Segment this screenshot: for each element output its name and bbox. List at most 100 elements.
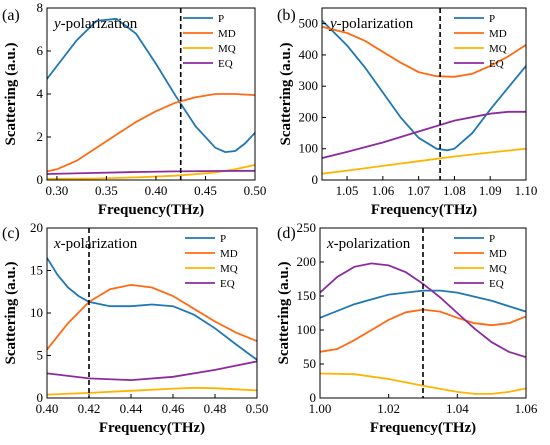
legend-label: P: [218, 13, 224, 25]
legend-label: MD: [218, 28, 236, 40]
panel-c: 0.40 0.42 0.44 0.46 0.48 0.50 0 5 10 15 20 Frequenc…: [2, 220, 268, 436]
legend-label: EQ: [218, 58, 233, 70]
polarization-annotation: x-polarization: [326, 236, 411, 252]
y-tick-label: 2: [37, 129, 44, 144]
legend-label: MD: [489, 28, 507, 40]
y-tick-label: 10: [30, 305, 43, 320]
x-tick-label: 1.00: [309, 401, 332, 416]
series-line-p: [322, 19, 526, 152]
x-tick-label: 1.02: [377, 401, 400, 416]
series-line-md: [322, 25, 526, 78]
series-line-mq: [47, 164, 255, 180]
polarization-annotation: x-polarization: [53, 236, 138, 252]
y-tick-label: 0: [312, 172, 319, 187]
x-tick-label: 0.35: [95, 183, 118, 198]
x-axis-label: Frequency(THz): [371, 202, 477, 218]
y-tick-label: 0: [37, 172, 44, 187]
series-line-eq: [47, 360, 257, 382]
x-tick-label: 0.50: [246, 401, 269, 416]
panel-label: (d): [277, 225, 296, 242]
legend-label: P: [489, 233, 495, 245]
x-tick-label: 1.06: [371, 183, 394, 198]
x-tick-label: 1.09: [479, 183, 502, 198]
panel-d: 1.00 1.02 1.04 1.06 0 50 100 150 200 250 Frequency…: [276, 220, 538, 436]
legend: P MD MQ EQ: [183, 13, 236, 70]
x-axis-label: Frequency(THz): [98, 202, 204, 218]
y-tick-label: 6: [37, 43, 44, 58]
y-tick-label: 500: [299, 16, 319, 31]
series-line-md: [320, 308, 526, 353]
series-line-md: [47, 93, 255, 173]
y-tick-label: 200: [299, 109, 319, 124]
series-line-md: [47, 283, 257, 351]
x-axis-label: Frequency(THz): [370, 420, 476, 436]
legend-label: MQ: [218, 43, 236, 55]
x-tick-label: 0.50: [244, 183, 267, 198]
panel-label: (c): [2, 225, 20, 242]
y-tick-label: 100: [297, 322, 317, 337]
y-tick-label: 200: [297, 254, 317, 269]
legend-label: MQ: [220, 263, 238, 275]
series-line-mq: [47, 386, 257, 396]
polarization-annotation: y-polarization: [328, 16, 414, 32]
x-axis-label: Frequency(THz): [99, 420, 205, 436]
y-axis-label: Scattering (a.u.): [3, 262, 19, 365]
plot-frame: [321, 7, 527, 181]
x-tick-label: 0.45: [194, 183, 217, 198]
y-tick-label: 4: [37, 86, 44, 101]
plot-frame: [319, 227, 527, 399]
y-tick-label: 150: [297, 288, 317, 303]
x-tick-label: 0.40: [145, 183, 168, 198]
x-tick-label: 0.44: [120, 401, 143, 416]
panel-a: 0.30 0.35 0.40 0.45 0.50 0 2 4 6 8 Frequency(THz) S…: [2, 0, 266, 218]
x-tick-label: 1.04: [446, 401, 469, 416]
series-line-p: [47, 17, 255, 154]
x-tick-label: 1.10: [515, 183, 538, 198]
y-tick-label: 20: [30, 220, 43, 235]
y-tick-label: 250: [297, 220, 317, 235]
y-tick-label: 5: [37, 348, 44, 363]
y-axis-label: Scattering (a.u.): [3, 43, 19, 146]
x-tick-label: 0.30: [46, 183, 69, 198]
y-tick-label: 0: [310, 390, 317, 405]
panel-label: (a): [2, 7, 20, 24]
x-tick-label: 0.46: [162, 401, 185, 416]
legend-label: P: [489, 13, 495, 25]
legend: P MD MQ EQ: [454, 233, 507, 290]
series-line-mq: [320, 372, 526, 395]
legend-label: EQ: [489, 278, 504, 290]
legend: P MD MQ EQ: [185, 233, 238, 290]
legend: P MD MQ EQ: [454, 13, 507, 70]
legend-label: MD: [489, 248, 507, 260]
x-tick-label: 0.42: [78, 401, 101, 416]
y-tick-label: 8: [37, 0, 44, 15]
y-tick-label: 15: [30, 263, 43, 278]
y-axis-label: Scattering (a.u.): [278, 43, 294, 146]
series-line-eq: [320, 262, 526, 359]
legend-label: EQ: [489, 58, 504, 70]
y-tick-label: 50: [303, 356, 316, 371]
legend-label: P: [220, 233, 226, 245]
x-tick-label: 0.40: [36, 401, 59, 416]
series-line-p: [47, 257, 257, 361]
panel-label: (b): [277, 7, 296, 24]
y-tick-label: 400: [299, 47, 319, 62]
y-tick-label: 0: [37, 390, 44, 405]
x-tick-label: 1.06: [515, 401, 538, 416]
y-axis-label: Scattering (a.u.): [276, 262, 292, 365]
x-tick-label: 1.07: [407, 183, 430, 198]
series-line-mq: [322, 147, 526, 175]
legend-label: MD: [220, 248, 238, 260]
y-tick-label: 300: [299, 78, 319, 93]
legend-label: EQ: [220, 278, 235, 290]
y-tick-label: 100: [299, 141, 319, 156]
polarization-annotation: y-polarization: [52, 16, 138, 32]
series-line-eq: [47, 169, 255, 175]
legend-label: MQ: [489, 43, 507, 55]
panel-b: 1.05 1.06 1.07 1.08 1.09 1.10 0 100 200 300 400 500…: [277, 7, 537, 218]
series-line-eq: [322, 110, 526, 159]
x-tick-label: 0.48: [204, 401, 227, 416]
x-tick-label: 1.05: [336, 183, 359, 198]
x-tick-label: 1.08: [443, 183, 466, 198]
